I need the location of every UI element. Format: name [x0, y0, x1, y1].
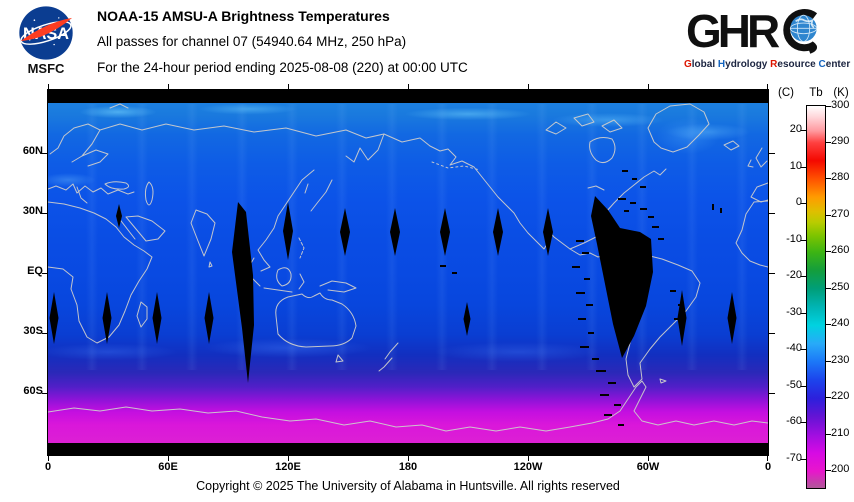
- lat-label-30n: 30N: [22, 205, 43, 217]
- axis-tick: [408, 455, 409, 461]
- colorbar: [806, 105, 826, 489]
- lat-label-eq: EQ: [27, 265, 43, 277]
- cbar-c-10: 10: [789, 160, 802, 172]
- cbar-k-300: 300: [831, 99, 850, 111]
- axis-tick: [769, 393, 775, 394]
- msfc-label: MSFC: [27, 61, 65, 76]
- cbar-k-270: 270: [831, 208, 850, 220]
- axis-tick: [42, 213, 48, 214]
- axis-tick: [528, 455, 529, 461]
- axis-tick: [769, 273, 775, 274]
- colorbar-unit-celsius: (C): [778, 87, 794, 99]
- lon-label-120w: 120W: [513, 461, 543, 473]
- nasa-meatball-icon: NASA: [19, 6, 73, 60]
- axis-tick: [168, 455, 169, 461]
- axis-tick: [288, 84, 289, 90]
- lat-label-60s: 60S: [23, 385, 43, 397]
- ghrc-logo: GHR Global Hydrology Resource Center: [680, 2, 851, 78]
- nasa-logo: NASA: [14, 4, 78, 62]
- cbar-c-m40: -40: [786, 342, 802, 354]
- colorbar-unit-kelvin: (K): [833, 87, 849, 99]
- axis-tick: [769, 213, 775, 214]
- colorbar-unit-tb: Tb: [809, 87, 823, 99]
- page-subtitle-channel: All passes for channel 07 (54940.64 MHz,…: [97, 34, 407, 49]
- axis-tick: [408, 84, 409, 90]
- cbar-c-20: 20: [789, 123, 802, 135]
- lon-label-0-right: 0: [764, 461, 772, 473]
- lat-label-30s: 30S: [23, 325, 43, 337]
- cbar-c-0: 0: [795, 196, 802, 208]
- axis-tick: [528, 84, 529, 90]
- cbar-k-200: 200: [831, 463, 850, 475]
- axis-tick: [769, 153, 775, 154]
- no-data-gaps: [48, 90, 768, 455]
- ghrc-acronym-text: GHR: [686, 5, 780, 57]
- cbar-k-290: 290: [831, 135, 850, 147]
- cbar-c-m30: -30: [786, 306, 802, 318]
- south-polar-no-data-band: [48, 443, 768, 455]
- ghrc-tagline: Global Hydrology Resource Center: [684, 59, 851, 70]
- coastlines-and-gaps: [48, 90, 768, 455]
- page-title: NOAA-15 AMSU-A Brightness Temperatures: [97, 8, 390, 24]
- axis-tick: [42, 393, 48, 394]
- axis-tick: [42, 333, 48, 334]
- cbar-c-m70: -70: [786, 452, 802, 464]
- cbar-c-m60: -60: [786, 415, 802, 427]
- cbar-k-210: 210: [831, 427, 850, 439]
- brightness-temperature-map: [47, 89, 769, 456]
- axis-tick: [288, 455, 289, 461]
- axis-tick: [48, 84, 49, 90]
- lon-label-60e: 60E: [158, 461, 178, 473]
- cbar-k-250: 250: [831, 281, 850, 293]
- axis-tick: [168, 84, 169, 90]
- axis-tick: [767, 84, 768, 90]
- lon-label-120e: 120E: [275, 461, 301, 473]
- north-polar-no-data-band: [48, 90, 768, 103]
- lon-label-60w: 60W: [636, 461, 660, 473]
- axis-tick: [48, 455, 49, 461]
- cbar-c-m50: -50: [786, 379, 802, 391]
- coastlines: [48, 103, 768, 432]
- cbar-k-280: 280: [831, 171, 850, 183]
- cbar-c-m10: -10: [786, 233, 802, 245]
- copyright-notice: Copyright © 2025 The University of Alaba…: [196, 479, 620, 493]
- lon-label-0-left: 0: [44, 461, 52, 473]
- axis-tick: [769, 333, 775, 334]
- axis-tick: [42, 273, 48, 274]
- cbar-k-260: 260: [831, 244, 850, 256]
- axis-tick: [42, 153, 48, 154]
- cbar-k-220: 220: [831, 390, 850, 402]
- cbar-k-240: 240: [831, 317, 850, 329]
- lat-label-60n: 60N: [22, 145, 43, 157]
- axis-tick: [767, 455, 768, 461]
- axis-tick: [648, 84, 649, 90]
- cbar-k-230: 230: [831, 354, 850, 366]
- axis-tick: [648, 455, 649, 461]
- cbar-c-m20: -20: [786, 269, 802, 281]
- page-subtitle-period: For the 24-hour period ending 2025-08-08…: [97, 60, 468, 75]
- lon-label-180: 180: [398, 461, 418, 473]
- ghrc-globe-icon: [783, 9, 818, 54]
